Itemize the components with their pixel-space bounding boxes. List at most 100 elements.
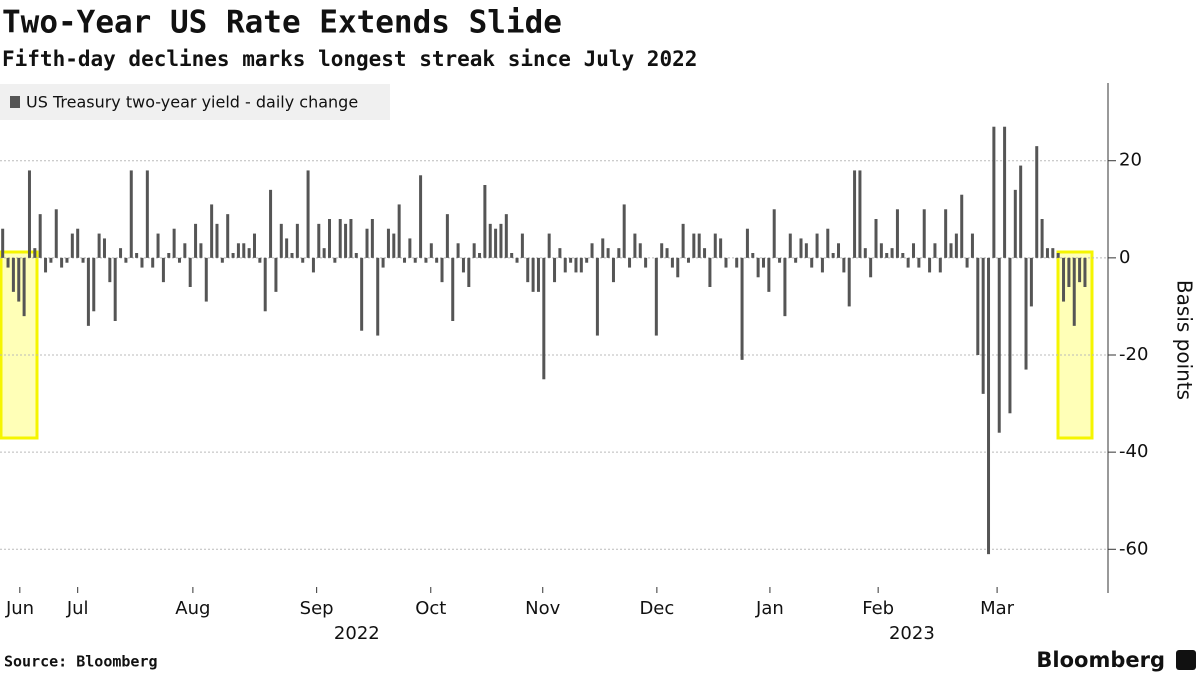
bar [435, 257, 439, 263]
bar [38, 214, 42, 258]
bar [344, 223, 348, 258]
bar [317, 223, 321, 258]
bar [837, 243, 841, 258]
bar [708, 257, 712, 287]
bar [161, 257, 165, 283]
bar [906, 257, 910, 268]
bar [263, 257, 267, 312]
bar [895, 209, 899, 258]
bar [665, 248, 669, 258]
brand-icon [1176, 650, 1196, 670]
bar [81, 257, 85, 263]
bar [526, 257, 530, 283]
bar [499, 223, 503, 258]
bar [333, 257, 337, 263]
bar [328, 219, 332, 258]
bar [820, 257, 824, 273]
bar [285, 238, 289, 258]
bar [301, 257, 305, 263]
bar [595, 257, 599, 336]
bar [1024, 257, 1028, 370]
bar [536, 257, 540, 292]
bar [622, 204, 626, 258]
bar [11, 257, 15, 292]
bar [199, 243, 203, 258]
bar [901, 253, 905, 258]
bar [799, 238, 803, 258]
bar [633, 233, 637, 258]
bar [558, 248, 562, 258]
bar [429, 243, 433, 258]
bar [767, 257, 771, 292]
bar [467, 257, 471, 287]
bar [86, 257, 90, 326]
bar [606, 248, 610, 258]
bar [445, 214, 449, 258]
bar [853, 170, 857, 258]
bar [49, 257, 53, 263]
bar [386, 228, 390, 258]
bar [322, 248, 326, 258]
bar [745, 228, 749, 258]
bar [6, 257, 10, 268]
bar [772, 209, 776, 258]
y-tick-label: -40 [1119, 441, 1148, 462]
y-tick-label: 0 [1119, 247, 1130, 268]
bar [1056, 253, 1060, 258]
year-label: 2022 [334, 623, 380, 644]
bar [890, 248, 894, 258]
x-tick-label: Aug [175, 598, 210, 619]
x-tick-label: Dec [639, 598, 674, 619]
bar [858, 170, 862, 258]
x-tick-label: Oct [415, 598, 446, 619]
bar [1051, 248, 1055, 258]
bar [124, 257, 128, 263]
bar [676, 257, 680, 278]
x-tick-label: Sep [300, 598, 334, 619]
y-tick-label: 20 [1119, 150, 1142, 171]
bar [488, 223, 492, 258]
bar [413, 257, 417, 263]
bar [220, 257, 224, 263]
bar [590, 243, 594, 258]
bar [295, 223, 299, 258]
bar [944, 209, 948, 258]
bar [119, 248, 123, 258]
bar [478, 253, 482, 258]
bar [504, 214, 508, 258]
bar [842, 257, 846, 273]
bar [515, 257, 519, 263]
x-tick-label: Jul [66, 598, 89, 619]
bar [1040, 219, 1044, 258]
bar [1013, 189, 1017, 258]
source: Source: Bloomberg [4, 653, 158, 671]
bar [778, 257, 782, 263]
bar [553, 257, 557, 283]
chart-subtitle: Fifth-day declines marks longest streak … [2, 47, 697, 71]
bar [847, 257, 851, 307]
bar [601, 238, 605, 258]
bar [1008, 257, 1012, 414]
bar [215, 223, 219, 258]
bar [976, 257, 980, 355]
bar [290, 253, 294, 258]
bar [965, 257, 969, 268]
bar [210, 204, 214, 258]
bar [381, 257, 385, 268]
bar [33, 248, 37, 258]
bar [585, 257, 589, 263]
bar [510, 253, 514, 258]
bar [788, 233, 792, 258]
bar [113, 257, 117, 321]
bar [236, 243, 240, 258]
bar [494, 228, 498, 258]
bar [804, 243, 808, 258]
bar [574, 257, 578, 273]
bar [102, 238, 106, 258]
bar [54, 209, 58, 258]
bar [177, 257, 181, 263]
bar [403, 257, 407, 263]
bar [172, 228, 176, 258]
bar [981, 257, 985, 394]
bar [992, 126, 996, 258]
